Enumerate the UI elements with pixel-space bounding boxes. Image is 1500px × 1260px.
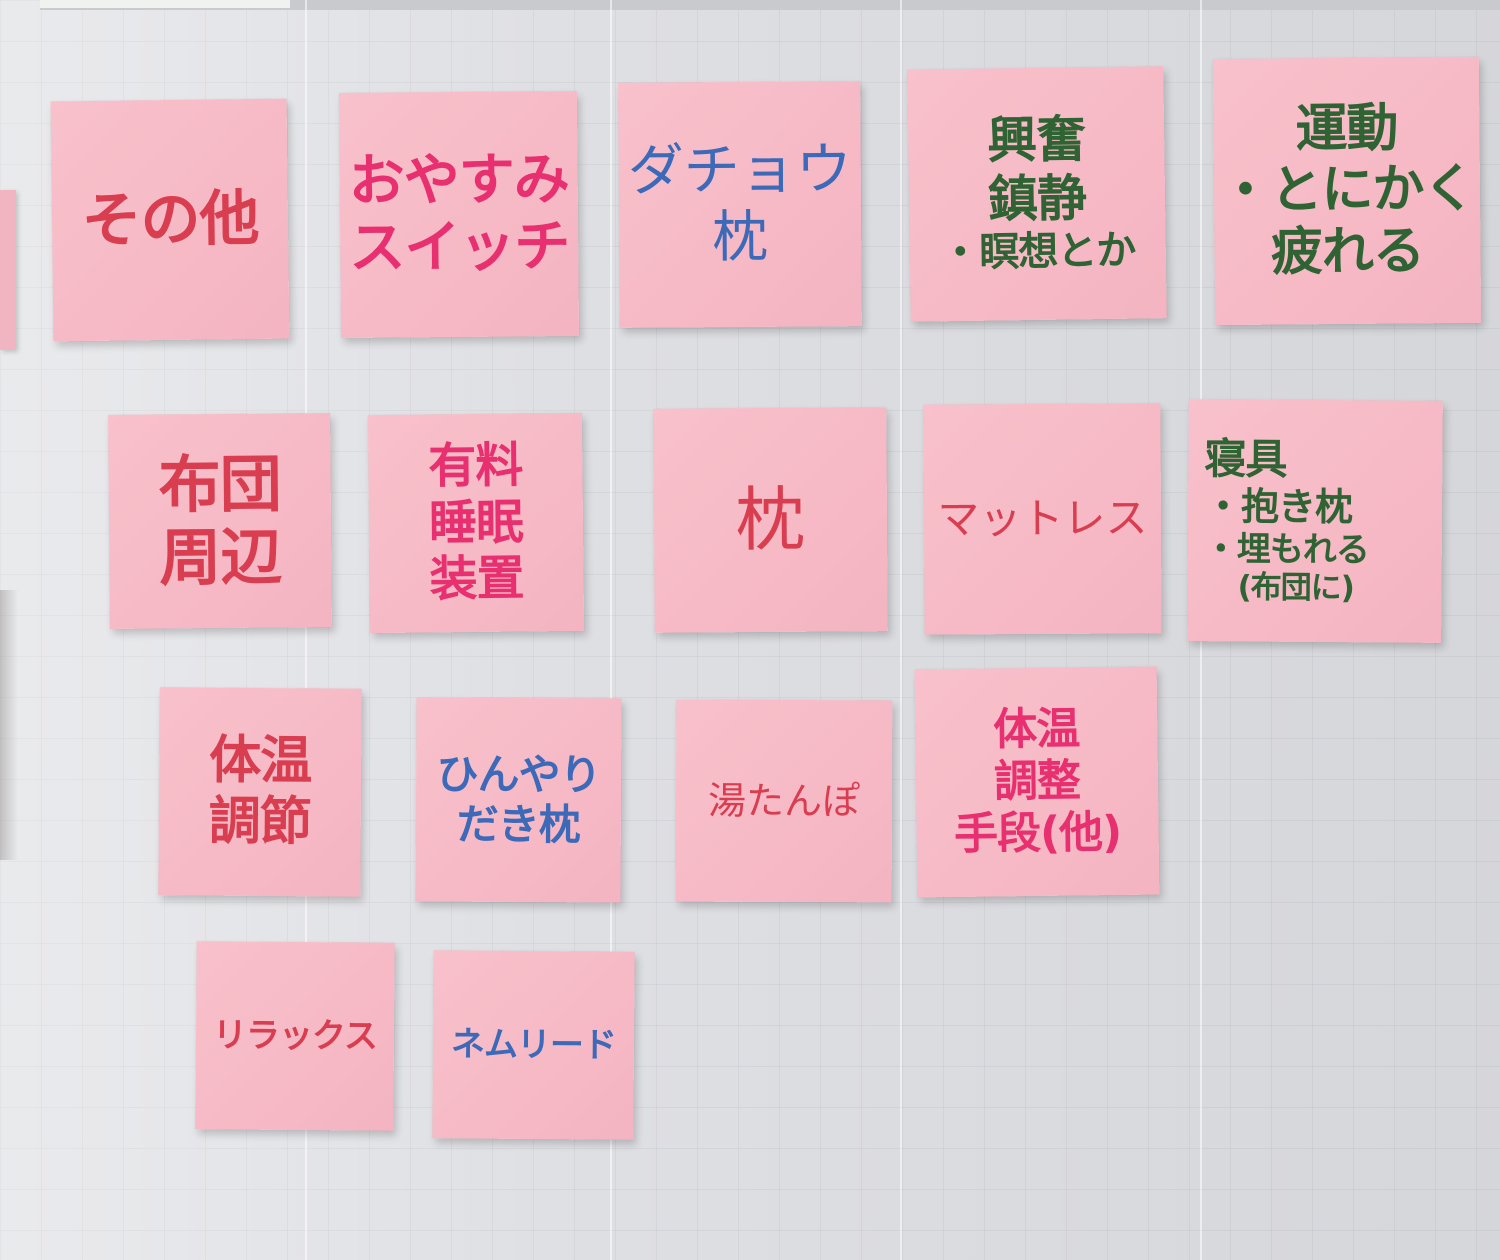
note-text-line: 疲れる — [1270, 221, 1425, 283]
sticky-note-mattress: マットレス — [923, 403, 1162, 635]
note-text-line: リラックス — [212, 1015, 378, 1057]
note-text-line: 有料 — [428, 437, 523, 495]
note-text-line: 睡眠 — [428, 494, 524, 552]
sticky-note-dachou-makura: ダチョウ 枕 — [618, 81, 862, 328]
sticky-note-hinyari-dakimakura: ひんやり だき枕 — [415, 697, 622, 903]
note-text-line: マットレス — [937, 493, 1148, 544]
sticky-note-shingu: 寝具 ・抱き枕 ・埋もれる (布団に) — [1187, 399, 1443, 643]
sticky-note-makura: 枕 — [653, 407, 888, 633]
sticky-note-relax: リラックス — [195, 941, 395, 1131]
sticky-note-kofun-chinsei: 興奮 鎮静 ・瞑想とか — [907, 66, 1167, 322]
note-text-line: ネムリード — [450, 1024, 617, 1066]
note-text-line: ・瞑想とか — [940, 228, 1136, 277]
note-text-line: 調整 — [993, 755, 1081, 808]
note-text-line: 体温 — [208, 730, 312, 791]
sticky-note-undou: 運動 ・とにかく 疲れる — [1212, 56, 1482, 326]
note-text-line: 運動 — [1295, 98, 1398, 160]
note-text-line: 枕 — [712, 204, 769, 270]
note-text-line: 鎮静 — [987, 169, 1087, 230]
left-edge-shadow — [0, 590, 18, 860]
note-text-line: (布団に) — [1237, 569, 1355, 607]
note-text-line: ・抱き枕 — [1203, 484, 1353, 530]
note-text-line: 寝具 — [1204, 434, 1287, 485]
note-text-line: 枕 — [735, 478, 806, 561]
board-top-light-strip — [40, 0, 290, 8]
board-panel-edge — [305, 0, 307, 1260]
note-text-line: 調節 — [208, 791, 311, 853]
note-text-line: 装置 — [429, 550, 524, 608]
board-panel-edge — [900, 0, 902, 1260]
sticky-note-sonota: その他 — [50, 98, 290, 342]
note-text-line: 興奮 — [986, 110, 1086, 171]
note-text-line: 手段(他) — [953, 806, 1122, 860]
sticky-note-futon-shuuhen: 布団 周辺 — [108, 413, 332, 629]
sticky-note-oyasumi-switch: おやすみ スイッチ — [338, 90, 580, 339]
note-text-line: ひんやり — [436, 750, 601, 800]
note-text-line: だき枕 — [456, 799, 580, 850]
sticky-note-yutanpo: 湯たんぽ — [675, 699, 893, 903]
board-panel-edge — [610, 0, 612, 1260]
sticky-note-yuuryou-suimin-souchi: 有料 睡眠 装置 — [367, 412, 585, 634]
note-text-line: スイッチ — [349, 213, 570, 281]
sticky-note-nemuri-do: ネムリード — [432, 950, 635, 1140]
note-text-line: ・埋もれる — [1203, 529, 1369, 571]
sticky-note-taion-chousei-shudan: 体温 調整 手段(他) — [914, 666, 1160, 898]
note-text-line: 周辺 — [158, 520, 282, 595]
partial-sticky-note — [0, 190, 16, 350]
note-text-line: 布団 — [158, 447, 281, 522]
note-text-line: 湯たんぽ — [707, 778, 861, 823]
sticky-note-taion-chousetsu: 体温 調節 — [158, 687, 362, 897]
note-text-line: 体温 — [993, 703, 1080, 756]
note-text-line: ダチョウ — [627, 137, 852, 205]
note-text-line: おやすみ — [348, 147, 569, 215]
note-text-line: その他 — [81, 183, 259, 256]
board-top-strip — [40, 0, 1500, 10]
note-text-line: ・とにかく — [1219, 159, 1475, 222]
